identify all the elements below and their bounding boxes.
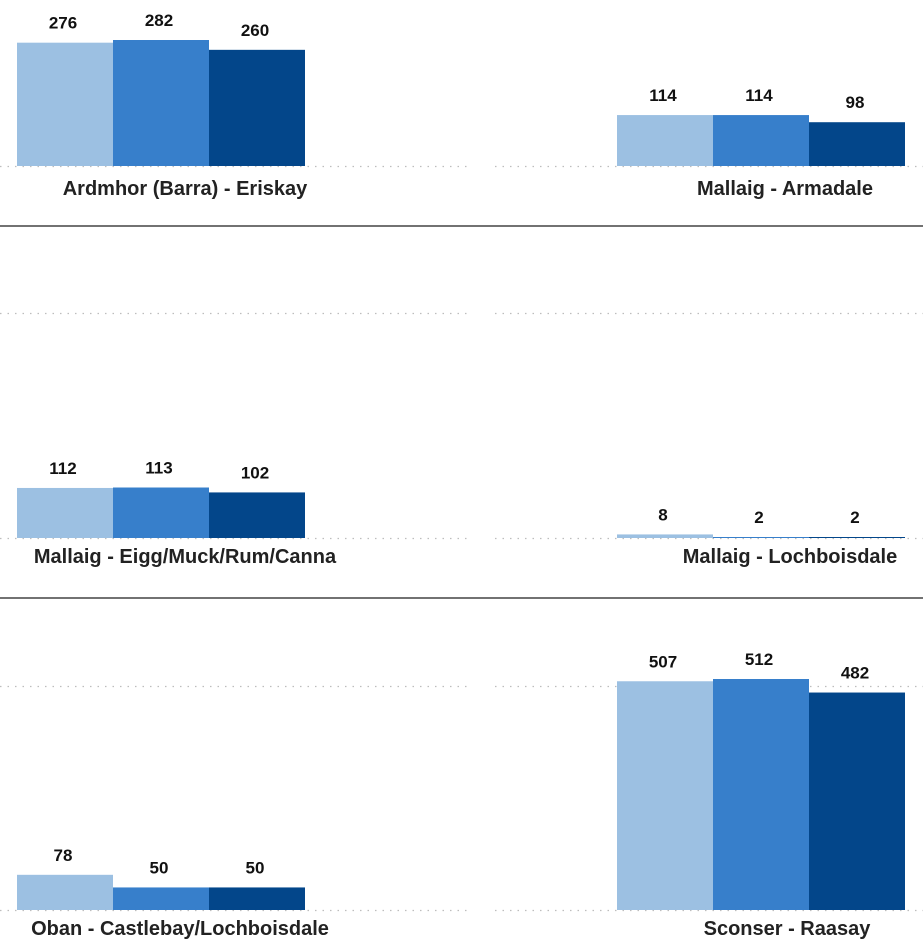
data-label: 114 — [649, 86, 677, 105]
bar — [113, 887, 209, 910]
bar — [17, 487, 113, 538]
bar — [209, 887, 305, 910]
bar — [809, 537, 905, 538]
bar — [209, 492, 305, 538]
data-label: 507 — [649, 652, 677, 671]
panel-title: Oban - Castlebay/Lochboisdale — [31, 918, 329, 940]
bar — [713, 537, 809, 538]
data-label: 276 — [49, 14, 77, 33]
data-label: 2 — [754, 508, 763, 527]
bar — [17, 42, 113, 167]
panel-title: Mallaig - Armadale — [697, 178, 873, 200]
data-label: 512 — [745, 650, 773, 669]
data-label: 50 — [246, 858, 265, 877]
panel-title: Sconser - Raasay — [704, 918, 872, 940]
data-label: 50 — [150, 858, 169, 877]
data-label: 8 — [658, 505, 667, 524]
separator-layer — [0, 225, 923, 599]
bar — [617, 681, 713, 910]
data-label: 114 — [745, 86, 773, 105]
bar — [17, 874, 113, 910]
bar — [209, 49, 305, 166]
bar — [617, 534, 713, 538]
data-label: 113 — [145, 459, 172, 478]
data-label: 78 — [54, 846, 73, 865]
data-label: 112 — [49, 459, 76, 478]
panel-title: Mallaig - Lochboisdale — [683, 546, 897, 568]
bar — [617, 115, 713, 166]
data-label: 260 — [241, 21, 269, 40]
data-label: 2 — [850, 508, 859, 527]
bar — [713, 679, 809, 910]
bar — [113, 487, 209, 538]
bars-layer — [17, 40, 905, 910]
data-label: 282 — [145, 11, 173, 30]
bar — [113, 40, 209, 166]
panel-title: Ardmhor (Barra) - Eriskay — [63, 178, 308, 200]
bar — [713, 115, 809, 166]
data-label: 102 — [241, 463, 269, 482]
bar — [809, 122, 905, 166]
panel-title: Mallaig - Eigg/Muck/Rum/Canna — [34, 546, 337, 568]
data-label: 482 — [841, 664, 869, 683]
bar — [809, 692, 905, 910]
data-label: 98 — [846, 93, 865, 112]
